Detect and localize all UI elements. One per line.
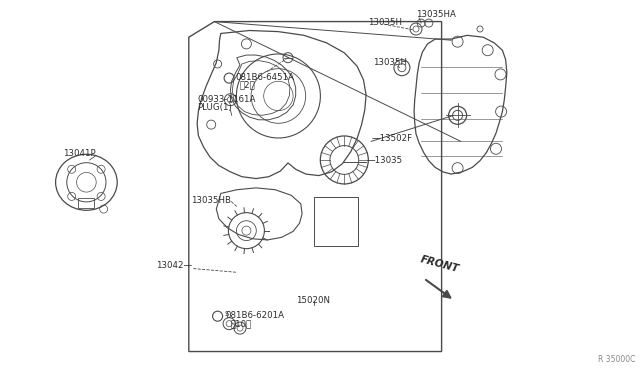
Text: 15020N: 15020N: [296, 296, 330, 305]
Text: 13042—: 13042—: [156, 262, 192, 270]
Bar: [79, 198, 95, 208]
Text: （10）: （10）: [230, 319, 252, 328]
Text: 00933-1161A: 00933-1161A: [197, 95, 255, 104]
Text: PLUG(1): PLUG(1): [197, 103, 232, 112]
Text: （2）: （2）: [240, 80, 256, 89]
Text: 13035HA: 13035HA: [416, 10, 456, 19]
Text: 13035H: 13035H: [368, 18, 402, 27]
Text: R 35000C: R 35000C: [598, 355, 635, 364]
Text: FRONT: FRONT: [419, 254, 460, 275]
Text: —13035: —13035: [366, 156, 402, 165]
Text: 081B6-6201A: 081B6-6201A: [225, 311, 284, 320]
Text: 13035H: 13035H: [373, 58, 407, 67]
Text: 081B6-6451A: 081B6-6451A: [236, 73, 294, 82]
Text: 13041P: 13041P: [63, 149, 95, 158]
Bar: [314, 197, 358, 246]
Text: S: S: [225, 311, 229, 317]
Text: 13035HB: 13035HB: [191, 196, 231, 205]
Text: —13502F: —13502F: [371, 134, 412, 143]
